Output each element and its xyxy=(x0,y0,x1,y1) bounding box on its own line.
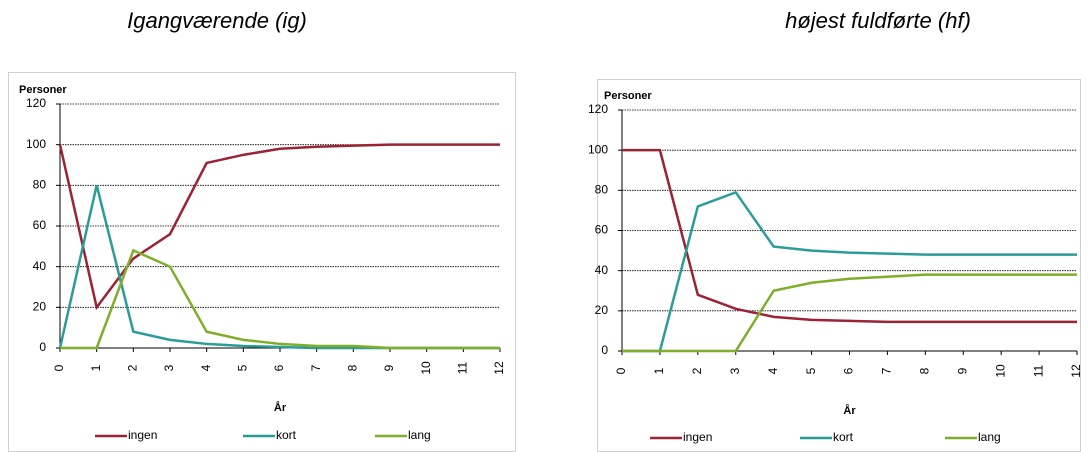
x-tick-label: 10 xyxy=(419,361,433,375)
legend-label: lang xyxy=(408,428,431,442)
x-axis-label: År xyxy=(274,401,287,414)
x-tick-label: 10 xyxy=(993,364,1007,378)
x-tick-label: 0 xyxy=(614,367,628,374)
legend-label: kort xyxy=(276,428,297,442)
x-tick-label: 2 xyxy=(126,364,140,371)
y-tick-label: 100 xyxy=(26,137,46,151)
y-tick-label: 20 xyxy=(595,303,609,317)
x-tick-label: 0 xyxy=(52,364,66,371)
y-tick-label: 40 xyxy=(33,259,47,273)
y-axis-label: Personer xyxy=(19,84,67,96)
x-tick-label: 9 xyxy=(955,367,969,374)
x-tick-label: 7 xyxy=(880,367,894,374)
y-tick-label: 0 xyxy=(601,343,608,357)
x-tick-label: 1 xyxy=(89,364,103,371)
x-tick-label: 5 xyxy=(804,367,818,374)
x-axis-label: År xyxy=(843,404,856,417)
series-line xyxy=(622,148,1077,324)
x-tick-label: 3 xyxy=(728,367,742,374)
y-tick-label: 60 xyxy=(33,218,47,232)
x-tick-label: 11 xyxy=(456,361,470,374)
x-tick-label: 11 xyxy=(1031,364,1045,377)
x-tick-label: 9 xyxy=(382,364,396,371)
series-line xyxy=(60,248,500,350)
panel-frame xyxy=(8,72,516,452)
series-line xyxy=(622,190,1077,353)
y-tick-label: 100 xyxy=(588,142,608,156)
legend-label: kort xyxy=(833,430,854,444)
legend-label: ingen xyxy=(128,428,157,442)
x-tick-label: 6 xyxy=(272,364,286,371)
x-tick-label: 4 xyxy=(199,364,213,371)
y-tick-label: 60 xyxy=(595,223,609,237)
x-tick-label: 2 xyxy=(690,367,704,374)
chart-title: Igangværende (ig) xyxy=(127,8,307,33)
y-tick-label: 120 xyxy=(588,102,608,116)
y-tick-label: 0 xyxy=(39,340,46,354)
legend-label: lang xyxy=(978,430,1001,444)
x-tick-label: 8 xyxy=(346,364,360,371)
x-tick-label: 4 xyxy=(766,367,780,374)
legend-label: ingen xyxy=(683,430,712,444)
y-tick-label: 120 xyxy=(26,96,46,110)
y-tick-label: 80 xyxy=(33,178,47,192)
y-axis-label: Personer xyxy=(604,90,652,102)
panel-frame xyxy=(597,79,1081,452)
y-tick-label: 80 xyxy=(595,183,609,197)
series-line xyxy=(58,143,500,311)
x-tick-label: 5 xyxy=(236,364,250,371)
y-tick-label: 20 xyxy=(33,300,47,314)
x-tick-label: 8 xyxy=(918,367,932,374)
series-line xyxy=(622,273,1077,353)
x-tick-label: 1 xyxy=(652,367,666,374)
y-tick-label: 40 xyxy=(595,263,609,277)
x-tick-label: 12 xyxy=(492,361,506,375)
x-tick-label: 7 xyxy=(309,364,323,371)
x-tick-label: 12 xyxy=(1069,364,1083,378)
chart-title: højest fuldførte (hf) xyxy=(785,8,971,33)
x-tick-label: 3 xyxy=(162,364,176,371)
x-tick-label: 6 xyxy=(842,367,856,374)
